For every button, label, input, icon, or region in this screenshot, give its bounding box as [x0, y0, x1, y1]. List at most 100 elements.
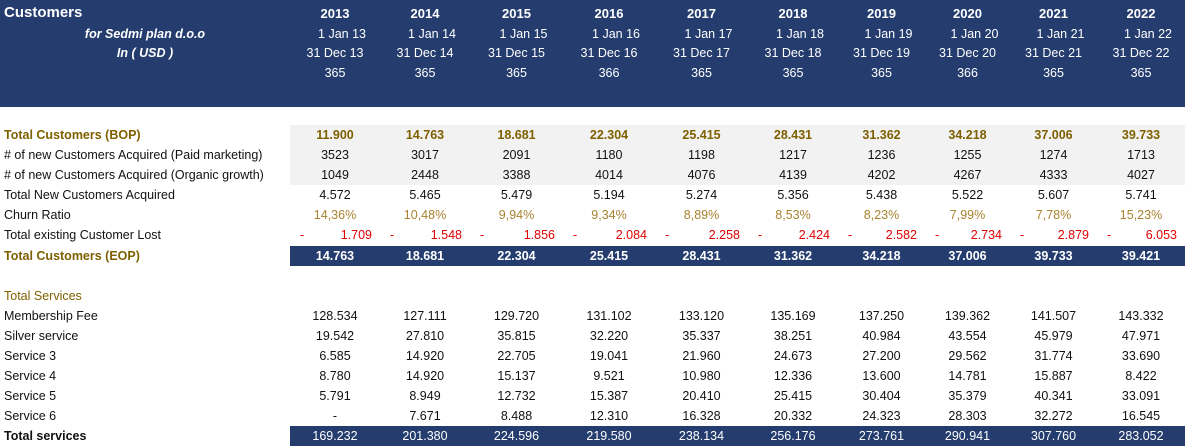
value-cell[interactable]: 40.984	[862, 329, 901, 343]
value-cell[interactable]: 28.303	[948, 409, 987, 423]
value-cell[interactable]: 38.251	[773, 329, 813, 343]
value-cell[interactable]: 141.507	[1030, 309, 1077, 323]
value-cell[interactable]: 39.733	[1097, 125, 1185, 145]
value-cell[interactable]: 9.521	[593, 369, 625, 383]
value-cell[interactable]: 4014	[563, 165, 655, 185]
value-cell[interactable]: - 1.856	[470, 225, 563, 245]
value-cell[interactable]: 32.272	[1034, 409, 1073, 423]
value-cell[interactable]: 31.774	[1034, 349, 1073, 363]
value-cell[interactable]: 273.761	[838, 426, 925, 446]
value-cell[interactable]: 137.250	[858, 309, 905, 323]
value-cell[interactable]: 6.585	[319, 349, 351, 363]
value-cell[interactable]: - 6.053	[1097, 225, 1185, 245]
value-cell[interactable]: 290.941	[925, 426, 1010, 446]
value-cell[interactable]: 12.310	[589, 409, 629, 423]
value-cell[interactable]: 5.607	[1037, 188, 1070, 202]
value-cell[interactable]: 34.218	[925, 125, 1010, 145]
value-cell[interactable]: 22.304	[470, 246, 563, 266]
value-cell[interactable]: 12.336	[773, 369, 813, 383]
value-cell[interactable]: 14.763	[380, 125, 470, 145]
value-cell[interactable]: 45.979	[1034, 329, 1073, 343]
value-cell[interactable]: 8.780	[319, 369, 351, 383]
value-cell[interactable]: 4139	[748, 165, 838, 185]
value-cell[interactable]: 27.200	[862, 349, 901, 363]
value-cell[interactable]: 8,23%	[863, 208, 900, 222]
value-cell[interactable]: 19.542	[315, 329, 355, 343]
value-cell[interactable]: 169.232	[290, 426, 380, 446]
value-cell[interactable]: - 2.582	[838, 225, 925, 245]
value-cell[interactable]: 1217	[748, 145, 838, 165]
value-cell[interactable]: 9,94%	[498, 208, 535, 222]
value-cell[interactable]: 37.006	[1010, 125, 1097, 145]
value-cell[interactable]: 11.900	[290, 125, 380, 145]
value-cell[interactable]: 1255	[925, 145, 1010, 165]
value-cell[interactable]: 35.379	[948, 389, 987, 403]
value-cell[interactable]: - 1.548	[380, 225, 470, 245]
value-cell[interactable]: - 2.258	[655, 225, 748, 245]
value-cell[interactable]: 201.380	[380, 426, 470, 446]
value-cell[interactable]: 19.041	[589, 349, 629, 363]
value-cell[interactable]: 20.410	[682, 389, 721, 403]
value-cell[interactable]: - 2.734	[925, 225, 1010, 245]
value-cell[interactable]: 20.332	[773, 409, 813, 423]
value-cell[interactable]: 13.600	[862, 369, 901, 383]
value-cell[interactable]: 39.733	[1010, 246, 1097, 266]
value-cell[interactable]: 31.362	[748, 246, 838, 266]
value-cell[interactable]: 25.415	[655, 125, 748, 145]
value-cell[interactable]: 224.596	[470, 426, 563, 446]
value-cell[interactable]: 25.415	[563, 246, 655, 266]
value-cell[interactable]: 1274	[1010, 145, 1097, 165]
value-cell[interactable]: 143.332	[1118, 309, 1164, 323]
value-cell[interactable]: 31.362	[838, 125, 925, 145]
value-cell[interactable]: 37.006	[925, 246, 1010, 266]
value-cell[interactable]: 8,89%	[683, 208, 720, 222]
value-cell[interactable]: 35.815	[497, 329, 536, 343]
value-cell[interactable]: 7,78%	[1035, 208, 1072, 222]
value-cell[interactable]: 18.681	[470, 125, 563, 145]
value-cell[interactable]: 25.415	[773, 389, 813, 403]
value-cell[interactable]: 18.681	[380, 246, 470, 266]
value-cell[interactable]: 16.545	[1121, 409, 1161, 423]
value-cell[interactable]: 21.960	[682, 349, 721, 363]
value-cell[interactable]: 24.673	[773, 349, 813, 363]
value-cell[interactable]: 307.760	[1010, 426, 1097, 446]
value-cell[interactable]: 133.120	[678, 309, 725, 323]
value-cell[interactable]: - 2.879	[1010, 225, 1097, 245]
value-cell[interactable]: 15.387	[589, 389, 629, 403]
value-cell[interactable]: 283.052	[1097, 426, 1185, 446]
value-cell[interactable]: 129.720	[493, 309, 540, 323]
value-cell[interactable]: 30.404	[862, 389, 901, 403]
value-cell[interactable]: 219.580	[563, 426, 655, 446]
value-cell[interactable]: 39.421	[1097, 246, 1185, 266]
value-cell[interactable]: 10.980	[682, 369, 721, 383]
value-cell[interactable]: 16.328	[682, 409, 721, 423]
value-cell[interactable]: 5.274	[685, 188, 718, 202]
value-cell[interactable]: 14.920	[405, 369, 445, 383]
value-cell[interactable]: 9,34%	[591, 208, 627, 222]
value-cell[interactable]: 29.562	[948, 349, 987, 363]
value-cell[interactable]: 5.741	[1125, 188, 1157, 202]
value-cell[interactable]: 4076	[655, 165, 748, 185]
value-cell[interactable]: 28.431	[748, 125, 838, 145]
value-cell[interactable]: 127.111	[403, 309, 447, 323]
value-cell[interactable]: 33.091	[1121, 389, 1161, 403]
value-cell[interactable]: 139.362	[944, 309, 991, 323]
value-cell[interactable]: 32.220	[589, 329, 629, 343]
value-cell[interactable]: 4202	[838, 165, 925, 185]
value-cell[interactable]: 33.690	[1121, 349, 1161, 363]
value-cell[interactable]: 238.134	[655, 426, 748, 446]
value-cell[interactable]: 1180	[563, 145, 655, 165]
value-cell[interactable]: 43.554	[948, 329, 987, 343]
value-cell[interactable]: 22.304	[563, 125, 655, 145]
value-cell[interactable]: 28.431	[655, 246, 748, 266]
value-cell[interactable]: 15.887	[1034, 369, 1073, 383]
value-cell[interactable]: 4.572	[319, 188, 351, 202]
value-cell[interactable]: - 2.424	[748, 225, 838, 245]
value-cell[interactable]: 5.479	[500, 188, 533, 202]
value-cell[interactable]: - 1.709	[290, 225, 380, 245]
value-cell[interactable]: 8.422	[1125, 369, 1157, 383]
value-cell[interactable]: 1198	[655, 145, 748, 165]
value-cell[interactable]: 2091	[470, 145, 563, 165]
value-cell[interactable]: 5.356	[777, 188, 809, 202]
value-cell[interactable]: 8.488	[500, 409, 533, 423]
